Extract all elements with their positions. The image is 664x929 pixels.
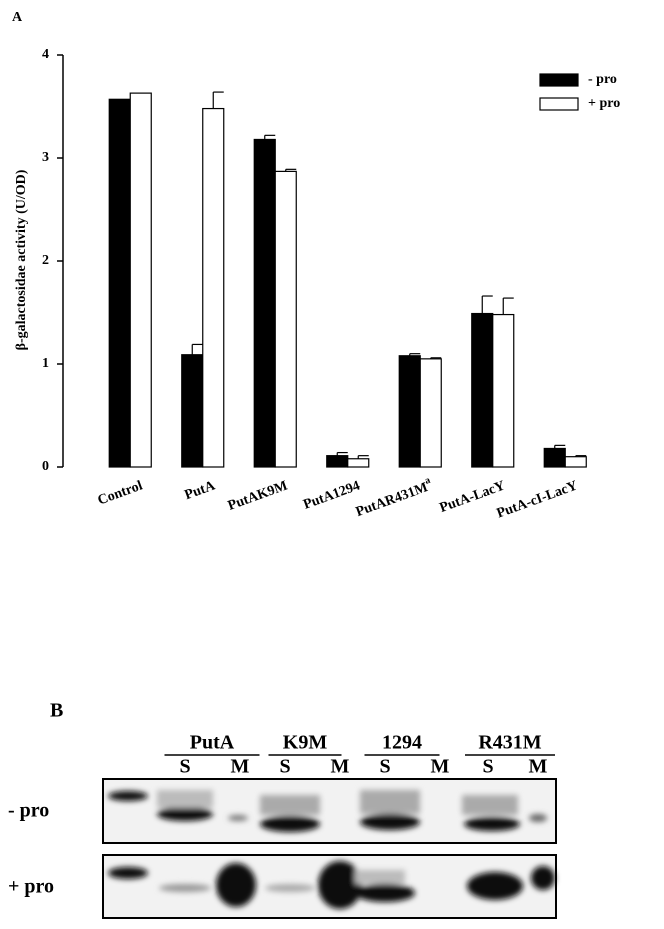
panel-label: B (50, 700, 63, 722)
y-axis-label: β-galactosidae activity (U/OD) (14, 169, 29, 350)
error-bar (554, 444, 566, 449)
y-tick-label: 2 (42, 253, 49, 268)
blot-border (102, 778, 557, 844)
error-bar (357, 455, 369, 459)
category-text: PutAK9M (226, 479, 290, 514)
lane-group-label: PutA (190, 732, 235, 754)
error-bar (575, 455, 587, 457)
bar (398, 355, 421, 468)
error-bar (481, 295, 493, 314)
lane-label: S (179, 756, 190, 778)
lane-label: S (279, 756, 290, 778)
lane-label: S (482, 756, 493, 778)
bar (108, 98, 131, 468)
lane-label: M (431, 756, 450, 778)
x-tick-label: PutA (183, 478, 218, 503)
category-text: PutA1294 (302, 479, 363, 513)
legend-swatch (539, 73, 579, 87)
x-tick-label: PutAR431Ma (353, 475, 435, 520)
bar (419, 358, 442, 468)
error-bar (264, 134, 276, 140)
y-tick-label: 1 (42, 356, 49, 371)
category-text: PutA-cI-LacY (495, 479, 580, 522)
error-bar (409, 353, 421, 356)
bar (181, 354, 204, 468)
lane-label: M (331, 756, 350, 778)
error-bar (430, 357, 442, 359)
error-bar (502, 297, 514, 315)
legend-swatch (539, 97, 579, 111)
blot-border (102, 854, 557, 919)
category-note: a (424, 475, 432, 487)
legend-label: - pro (588, 72, 617, 87)
error-bar (191, 343, 203, 355)
lane-group-label: K9M (283, 732, 328, 754)
error-bar (285, 168, 297, 172)
lane-label: S (379, 756, 390, 778)
lane-label: M (529, 756, 548, 778)
bar (543, 447, 566, 468)
x-tick-label: PutA-cI-LacY (495, 479, 580, 522)
lane-label: M (231, 756, 250, 778)
lane-group-label: R431M (478, 732, 541, 754)
bar (347, 458, 370, 468)
category-text: PutAR431M (354, 480, 430, 520)
bar (129, 92, 152, 468)
y-tick-label: 3 (42, 150, 49, 165)
bar (326, 455, 349, 468)
y-tick-label: 4 (42, 47, 49, 62)
bar (253, 138, 276, 468)
category-text: PutA (183, 478, 218, 503)
bar (471, 312, 494, 468)
bar (274, 170, 297, 468)
panel-label: A (12, 10, 23, 25)
bar (492, 313, 515, 468)
x-tick-label: PutA1294 (302, 479, 363, 513)
y-tick-label: 0 (42, 459, 49, 474)
row-label: - pro (8, 800, 49, 822)
bar (202, 107, 225, 468)
lane-group-label: 1294 (382, 732, 422, 754)
bands (108, 790, 555, 909)
error-bar (336, 451, 348, 456)
x-tick-label: PutAK9M (226, 479, 290, 514)
category-text: Control (96, 479, 145, 509)
legend-label: + pro (588, 96, 620, 111)
error-bar (212, 91, 224, 109)
bar (564, 456, 587, 468)
x-tick-label: Control (96, 479, 145, 509)
row-label: + pro (8, 876, 54, 898)
